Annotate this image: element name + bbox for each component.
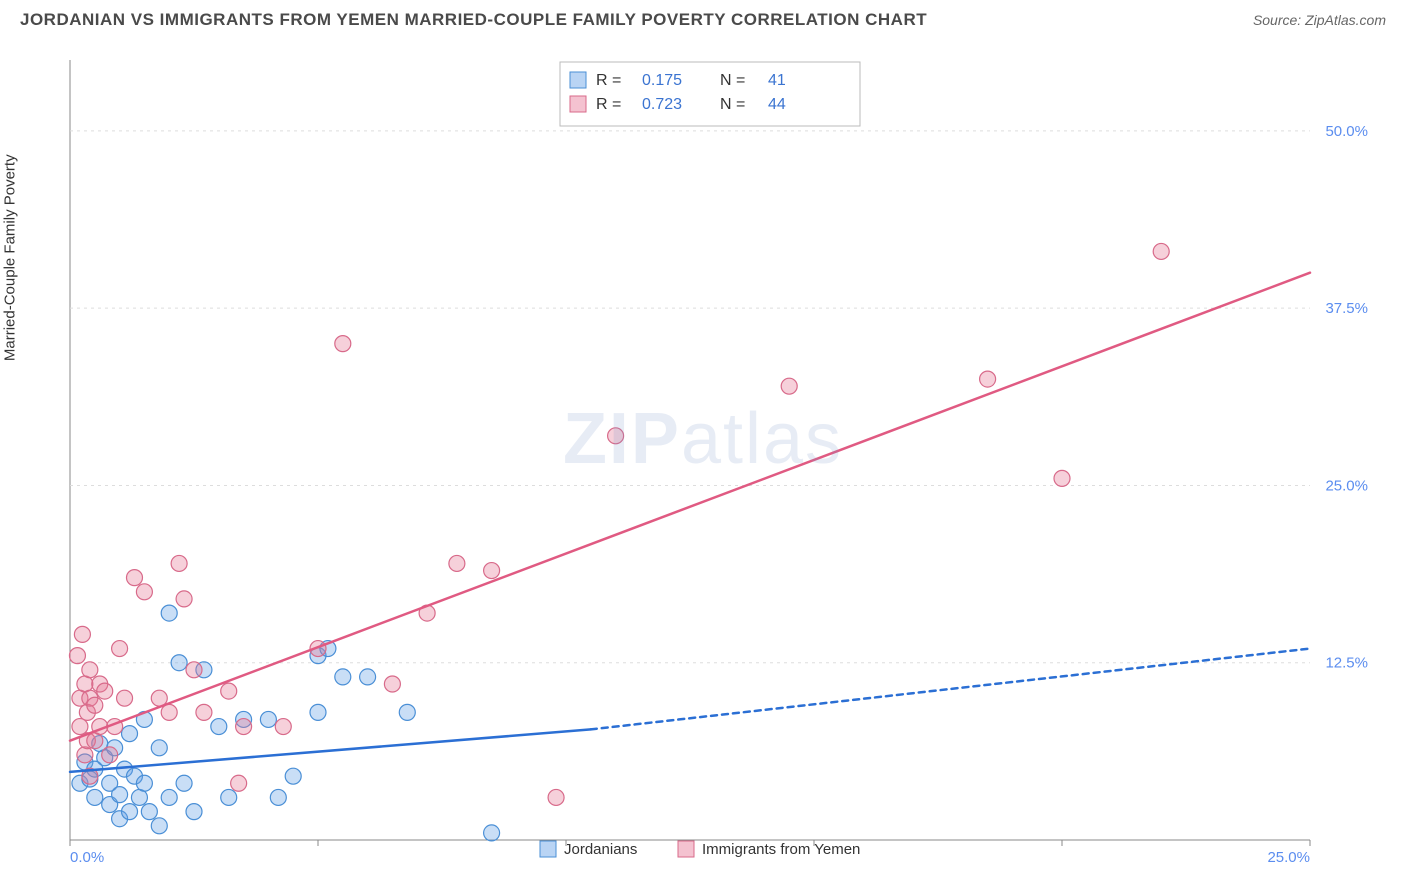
chart-container: Married-Couple Family Poverty ZIPatlas 1… <box>20 40 1386 872</box>
svg-text:N =: N = <box>720 96 745 113</box>
svg-text:Immigrants from Yemen: Immigrants from Yemen <box>702 841 860 858</box>
y-axis-label: Married-Couple Family Poverty <box>2 154 19 361</box>
svg-text:37.5%: 37.5% <box>1325 300 1368 317</box>
svg-text:0.723: 0.723 <box>642 96 682 113</box>
svg-text:R =: R = <box>596 96 621 113</box>
source-attribution: Source: ZipAtlas.com <box>1253 12 1386 28</box>
svg-text:25.0%: 25.0% <box>1325 477 1368 494</box>
svg-text:N =: N = <box>720 72 745 89</box>
svg-text:0.175: 0.175 <box>642 72 682 89</box>
svg-text:12.5%: 12.5% <box>1325 655 1368 672</box>
svg-text:Jordanians: Jordanians <box>564 841 637 858</box>
svg-text:R =: R = <box>596 72 621 89</box>
svg-text:25.0%: 25.0% <box>1267 849 1310 866</box>
svg-text:50.0%: 50.0% <box>1325 123 1368 140</box>
chart-title: JORDANIAN VS IMMIGRANTS FROM YEMEN MARRI… <box>20 10 927 30</box>
svg-text:41: 41 <box>768 72 786 89</box>
scatter-chart: 12.5% 25.0% 37.5% 50.0% 0.0% 25.0% R = 0.175 N =… <box>20 40 1386 872</box>
svg-text:44: 44 <box>768 96 786 113</box>
svg-text:0.0%: 0.0% <box>70 849 104 866</box>
